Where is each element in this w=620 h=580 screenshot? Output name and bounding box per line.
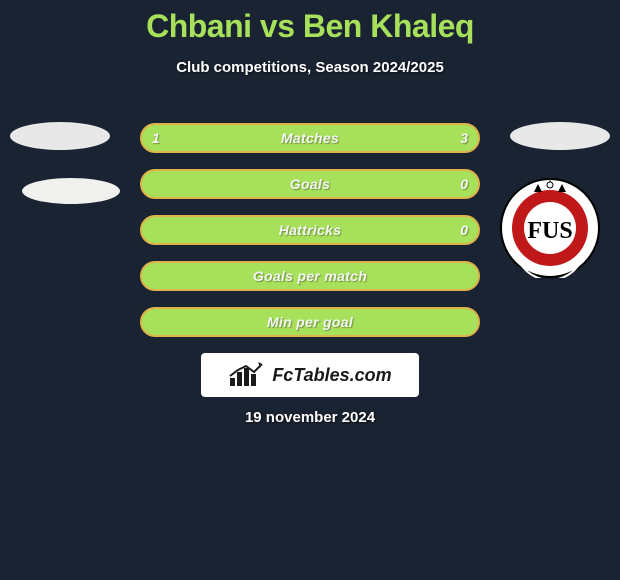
fus-crest-icon: FUS xyxy=(500,178,600,278)
fctables-chart-icon xyxy=(228,362,268,388)
player2-club-crest: FUS xyxy=(500,178,600,278)
bar-right-value: 3 xyxy=(460,130,468,146)
date-label: 19 november 2024 xyxy=(0,409,620,426)
brand-label: FcTables.com xyxy=(272,365,391,386)
bar-left-value: 1 xyxy=(152,130,160,146)
comparison-bars: 1 Matches 3 Goals 0 Hattricks 0 Goals pe… xyxy=(140,123,480,353)
bar-label: Min per goal xyxy=(267,314,353,330)
bar-label: Matches xyxy=(281,130,339,146)
bar-hattricks: Hattricks 0 xyxy=(140,215,480,245)
bar-goals: Goals 0 xyxy=(140,169,480,199)
player1-logo-oval-top xyxy=(10,122,110,150)
bar-goals-per-match: Goals per match xyxy=(140,261,480,291)
svg-text:FUS: FUS xyxy=(527,218,572,244)
player2-logo-oval xyxy=(510,122,610,150)
brand-box[interactable]: FcTables.com xyxy=(201,353,419,397)
bar-label: Goals per match xyxy=(253,268,367,284)
player1-logo-oval-bottom xyxy=(22,178,120,204)
page-title: Chbani vs Ben Khaleq xyxy=(0,0,620,45)
bar-right-value: 0 xyxy=(460,176,468,192)
bar-right-value: 0 xyxy=(460,222,468,238)
bar-label: Goals xyxy=(290,176,330,192)
bar-matches: 1 Matches 3 xyxy=(140,123,480,153)
subtitle: Club competitions, Season 2024/2025 xyxy=(0,59,620,76)
bar-label: Hattricks xyxy=(279,222,342,238)
bar-min-per-goal: Min per goal xyxy=(140,307,480,337)
